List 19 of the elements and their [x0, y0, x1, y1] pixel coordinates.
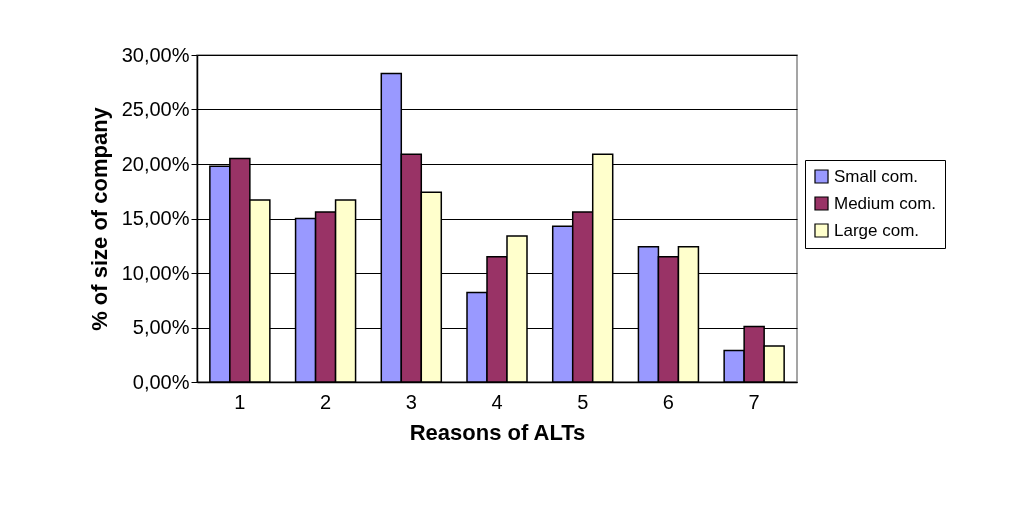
legend-label: Large com. — [834, 220, 920, 240]
x-axis-title: Reasons of ALTs — [409, 419, 586, 445]
y-tick-label: 15,00% — [121, 207, 190, 229]
y-tick-label: 25,00% — [121, 98, 190, 120]
x-tick-label: 7 — [748, 390, 760, 413]
legend-label: Small com. — [834, 166, 919, 186]
y-tick-label: 20,00% — [121, 152, 190, 175]
y-tick-label: 30,00% — [121, 43, 190, 66]
y-axis-title: % of size of company — [86, 106, 112, 331]
legend-label: Medium com. — [834, 193, 937, 213]
x-tick-label: 1 — [234, 390, 246, 413]
y-tick-label: 5,00% — [132, 316, 190, 338]
y-tick-label: 0,00% — [132, 370, 190, 393]
y-tick-label: 10,00% — [121, 261, 190, 284]
x-tick-label: 3 — [405, 390, 417, 413]
x-tick-label: 4 — [491, 390, 503, 413]
x-tick-label: 2 — [320, 390, 332, 413]
x-tick-label: 5 — [577, 390, 589, 413]
x-tick-label: 6 — [662, 390, 674, 413]
